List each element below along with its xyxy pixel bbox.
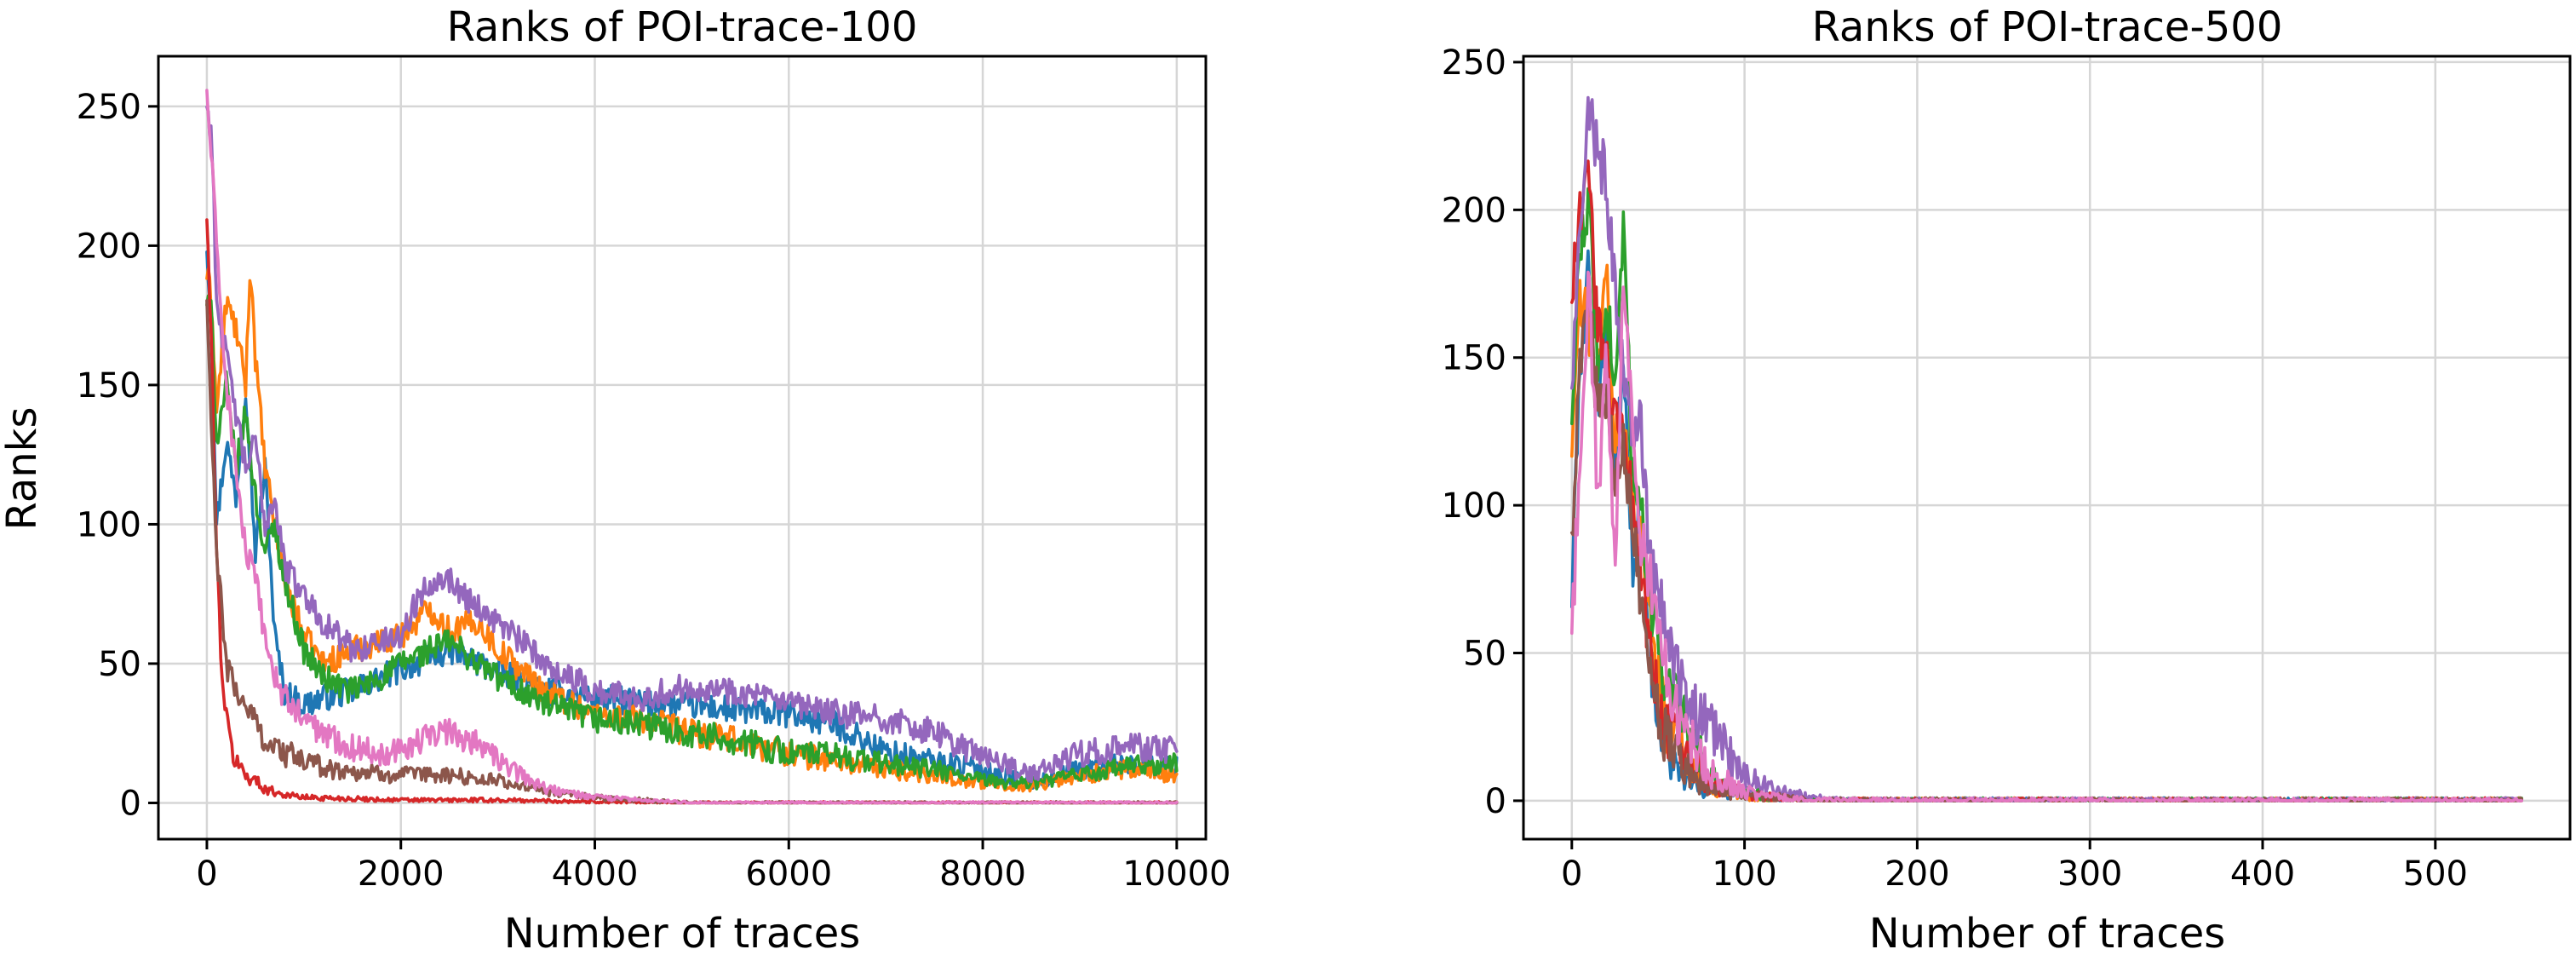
axes: 0 100 200 300 400 500 0 50 100 150 200 250 — [1442, 43, 2572, 894]
x-tick-label: 0 — [1561, 854, 1582, 894]
y-tick-label: 0 — [120, 784, 141, 823]
axes: 0 2000 4000 6000 8000 10000 0 50 100 150 200 250 — [77, 55, 1231, 894]
y-tick-label: 150 — [77, 366, 141, 406]
y-tick-label: 50 — [1463, 635, 1506, 674]
y-axis-label: Ranks — [0, 407, 46, 531]
y-tick-label: 250 — [77, 88, 141, 127]
y-tick-label: 100 — [1442, 486, 1506, 526]
x-tick-label: 100 — [1712, 854, 1776, 894]
x-tick-label: 6000 — [745, 854, 832, 894]
chart-panel-poi-trace-500: Ranks of POI-trace-500 Number of traces … — [1442, 3, 2572, 955]
series-line — [1570, 159, 2523, 803]
series-line — [205, 250, 1179, 790]
chart-title: Ranks of POI-trace-100 — [447, 3, 918, 51]
x-tick-label: 400 — [2230, 854, 2295, 894]
series-group — [205, 89, 1179, 805]
series-line — [205, 105, 1179, 784]
x-tick-label: 300 — [2057, 854, 2122, 894]
y-tick-label: 250 — [1442, 43, 1506, 83]
grid — [158, 56, 1206, 839]
series-line — [205, 89, 1179, 805]
y-tick-label: 200 — [1442, 191, 1506, 230]
series-line — [205, 294, 1179, 791]
x-tick-label: 4000 — [552, 854, 639, 894]
x-tick-label: 0 — [196, 854, 217, 894]
series-group — [1570, 95, 2523, 803]
series-line — [1570, 270, 2523, 803]
x-tick-label: 500 — [2403, 854, 2468, 894]
y-tick-label: 150 — [1442, 339, 1506, 378]
series-line — [1570, 187, 2523, 803]
y-tick-label: 0 — [1485, 782, 1506, 821]
chart-panel-poi-trace-100: Ranks of POI-trace-100 Number of traces … — [0, 3, 1231, 955]
chart-title: Ranks of POI-trace-500 — [1812, 3, 2283, 51]
series-line — [1570, 95, 2523, 803]
x-tick-label: 10000 — [1122, 854, 1231, 894]
plot-frame — [1522, 55, 2572, 841]
x-axis-label: Number of traces — [1869, 910, 2226, 955]
x-tick-label: 2000 — [358, 854, 445, 894]
x-axis-label: Number of traces — [504, 910, 861, 955]
plot-frame — [157, 55, 1208, 841]
y-tick-label: 50 — [98, 645, 141, 684]
x-tick-label: 200 — [1885, 854, 1949, 894]
y-tick-label: 200 — [77, 227, 141, 266]
x-tick-label: 8000 — [939, 854, 1026, 894]
y-tick-label: 100 — [77, 505, 141, 544]
